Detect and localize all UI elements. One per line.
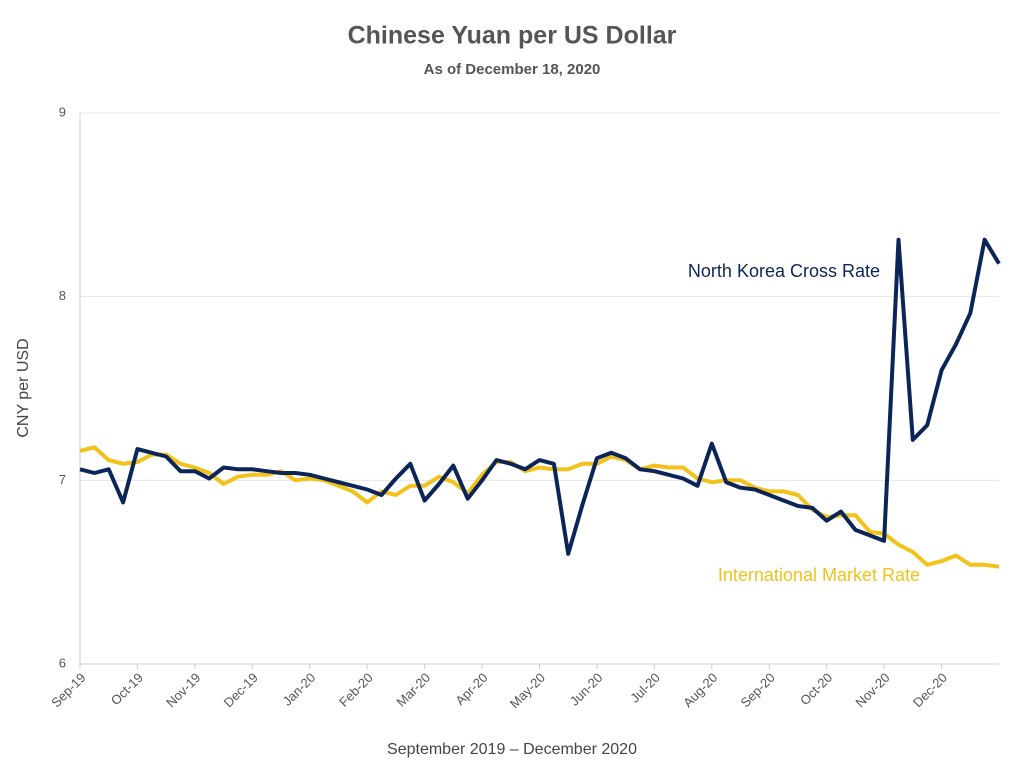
x-tick-label: Aug-20: [680, 670, 720, 710]
y-tick-label: 8: [59, 288, 66, 303]
x-tick-label: Dec-20: [910, 670, 950, 710]
x-tick-label: Jun-20: [567, 670, 606, 709]
x-tick-label: May-20: [507, 670, 548, 711]
x-tick-label: Nov-20: [852, 670, 892, 710]
series-label: International Market Rate: [718, 565, 920, 585]
x-tick-label: Oct-19: [108, 670, 146, 708]
chart-subtitle: As of December 18, 2020: [424, 61, 601, 78]
y-axis-label: CNY per USD: [15, 338, 32, 437]
x-tick-label: Dec-19: [221, 670, 261, 710]
x-tick-label: Jan-20: [280, 670, 319, 709]
chart-title: Chinese Yuan per US Dollar: [348, 22, 677, 50]
series-label: North Korea Cross Rate: [688, 261, 880, 281]
y-tick-label: 6: [59, 655, 66, 670]
x-tick-label: Sep-20: [738, 670, 778, 710]
x-tick-label: Sep-19: [48, 670, 88, 710]
series-line: [79, 237, 1001, 556]
y-tick-label: 7: [59, 472, 66, 487]
x-tick-label: Oct-20: [797, 670, 835, 708]
y-tick-label: 9: [59, 104, 66, 119]
series-line: [79, 445, 1000, 569]
x-tick-label: Apr-20: [452, 670, 490, 708]
x-tick-label: Mar-20: [393, 670, 433, 710]
x-tick-label: Feb-20: [336, 670, 376, 710]
x-axis-label: September 2019 – December 2020: [387, 741, 637, 758]
x-tick-label: Jul-20: [627, 670, 663, 706]
x-tick-label: Nov-19: [163, 670, 203, 710]
